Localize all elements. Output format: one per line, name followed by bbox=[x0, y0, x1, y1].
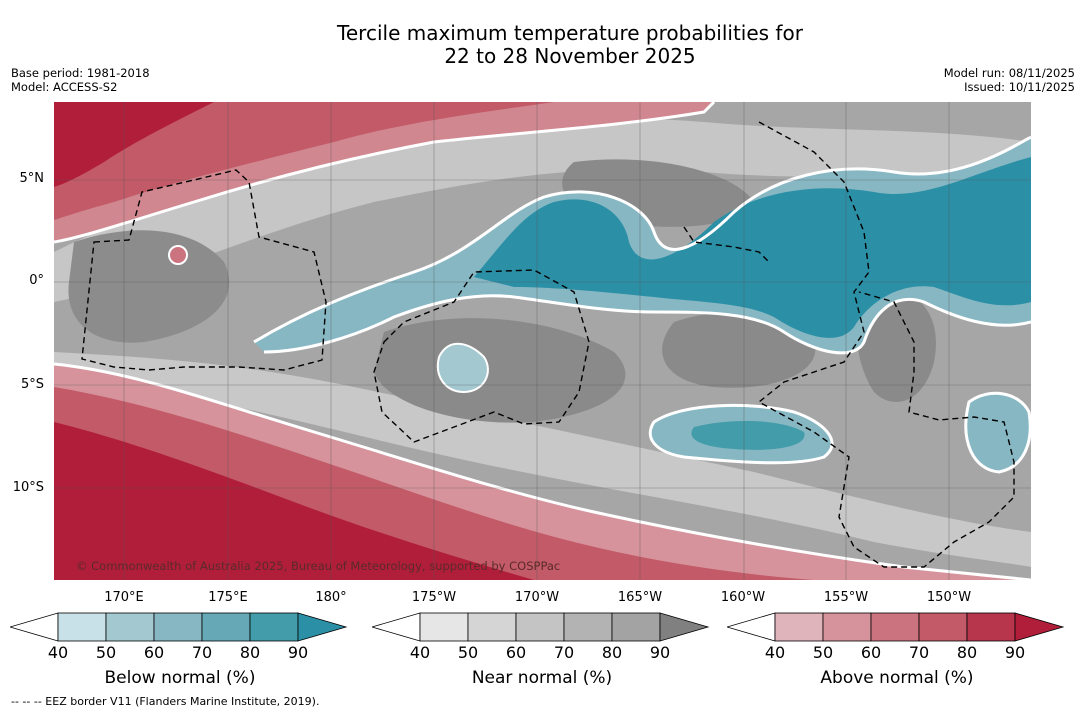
cbar-near-tick: 70 bbox=[553, 643, 575, 662]
cbar-below-tick: 60 bbox=[143, 643, 165, 662]
above-normal-region-south-edge bbox=[54, 362, 1031, 580]
below-normal-south-patch-core bbox=[691, 420, 805, 450]
cbar-above-seg-1 bbox=[774, 612, 824, 642]
map-svg bbox=[54, 102, 1031, 580]
base-period: Base period: 1981-2018 bbox=[11, 66, 150, 80]
title-line-2: 22 to 28 November 2025 bbox=[444, 44, 696, 68]
lat-label-10s: 10°S bbox=[12, 480, 44, 495]
cbar-above-seg-2 bbox=[822, 612, 872, 642]
colorbar-near-normal: 40 50 60 70 80 90 Near normal (%) bbox=[372, 612, 712, 702]
cbar-above-tick: 60 bbox=[860, 643, 882, 662]
near-normal-dark-patch-2 bbox=[374, 318, 626, 423]
copyright-notice: © Commonwealth of Australia 2025, Bureau… bbox=[76, 559, 561, 573]
cbar-below-seg-4 bbox=[201, 612, 251, 642]
below-normal-main-edge-south bbox=[263, 294, 1031, 355]
cbar-below-tick: 80 bbox=[239, 643, 261, 662]
title-line-1: Tercile maximum temperature probabilitie… bbox=[337, 21, 803, 45]
cbar-above-seg-0 bbox=[727, 612, 776, 642]
colorbar-above-svg bbox=[727, 612, 1065, 642]
cbar-near-seg-2 bbox=[467, 612, 517, 642]
map-gridlines bbox=[54, 102, 1031, 580]
cbar-above-title: Above normal (%) bbox=[820, 668, 974, 688]
probability-map bbox=[54, 102, 1031, 580]
near-normal-light-band-south bbox=[54, 352, 1031, 567]
above-normal-region-south-dark bbox=[54, 422, 534, 580]
lon-label-170w: 170°W bbox=[514, 590, 560, 605]
cbar-below-tick: 90 bbox=[287, 643, 309, 662]
cbar-above-tick: 80 bbox=[956, 643, 978, 662]
lon-label-150w: 150°W bbox=[926, 590, 972, 605]
cbar-near-tick: 60 bbox=[505, 643, 527, 662]
cbar-near-tick: 50 bbox=[457, 643, 479, 662]
cbar-above-seg-3 bbox=[870, 612, 920, 642]
cbar-below-title: Below normal (%) bbox=[104, 668, 256, 688]
cbar-near-seg-1 bbox=[419, 612, 469, 642]
lon-label-160w: 160°W bbox=[720, 590, 766, 605]
cbar-near-tick: 40 bbox=[409, 643, 431, 662]
above-normal-region-north-core bbox=[54, 102, 554, 220]
lon-label-180: 180° bbox=[315, 590, 347, 605]
cbar-near-seg-4 bbox=[563, 612, 613, 642]
cbar-below-ticks: 40 50 60 70 80 90 bbox=[10, 643, 350, 663]
cbar-near-seg-6 bbox=[659, 612, 710, 642]
chart-title: Tercile maximum temperature probabilitie… bbox=[0, 22, 1085, 68]
lon-label-165w: 165°W bbox=[617, 590, 663, 605]
model-name: Model: ACCESS-S2 bbox=[11, 80, 118, 94]
colorbar-below-normal: 40 50 60 70 80 90 Below normal (%) bbox=[10, 612, 350, 702]
lat-label-0: 0° bbox=[29, 273, 44, 288]
colorbar-near-svg bbox=[372, 612, 710, 642]
cbar-below-seg-0 bbox=[10, 612, 59, 642]
lon-label-175w: 175°W bbox=[411, 590, 457, 605]
colorbar-below-svg bbox=[10, 612, 348, 642]
above-normal-region-north-dark bbox=[54, 102, 214, 187]
cbar-near-ticks: 40 50 60 70 80 90 bbox=[372, 643, 712, 663]
cbar-below-seg-5 bbox=[249, 612, 299, 642]
cbar-above-seg-5 bbox=[966, 612, 1016, 642]
cbar-below-tick: 50 bbox=[95, 643, 117, 662]
cbar-above-seg-6 bbox=[1014, 612, 1065, 642]
cbar-near-seg-5 bbox=[611, 612, 661, 642]
model-run: Model run: 08/11/2025 bbox=[943, 66, 1075, 80]
lon-label-155w: 155°W bbox=[823, 590, 869, 605]
cbar-above-ticks: 40 50 60 70 80 90 bbox=[727, 643, 1067, 663]
cbar-below-tick: 70 bbox=[191, 643, 213, 662]
below-normal-main-core bbox=[474, 157, 1031, 338]
lat-label-5n: 5°N bbox=[19, 171, 45, 186]
near-normal-dark-patch-1 bbox=[68, 230, 230, 343]
above-normal-small-patch bbox=[168, 245, 188, 265]
lon-label-170e: 170°E bbox=[104, 590, 144, 605]
cbar-near-tick: 80 bbox=[601, 643, 623, 662]
cbar-above-tick: 70 bbox=[908, 643, 930, 662]
cbar-above-tick: 50 bbox=[812, 643, 834, 662]
cbar-above-tick: 40 bbox=[764, 643, 786, 662]
below-normal-main-edge bbox=[253, 135, 1031, 344]
cbar-near-title: Near normal (%) bbox=[471, 668, 613, 688]
cbar-below-seg-1 bbox=[57, 612, 107, 642]
colorbar-above-normal: 40 50 60 70 80 90 Above normal (%) bbox=[727, 612, 1067, 702]
cbar-above-seg-4 bbox=[918, 612, 968, 642]
below-normal-small-patch bbox=[436, 342, 489, 394]
cbar-below-seg-3 bbox=[153, 612, 203, 642]
cbar-below-seg-2 bbox=[105, 612, 155, 642]
cbar-near-seg-3 bbox=[515, 612, 565, 642]
above-normal-region-north-edge bbox=[54, 102, 716, 244]
cbar-below-seg-6 bbox=[297, 612, 348, 642]
cbar-near-seg-0 bbox=[372, 612, 421, 642]
cbar-near-tick: 90 bbox=[649, 643, 671, 662]
below-normal-east-patch bbox=[964, 391, 1031, 474]
near-normal-dark-patch-3 bbox=[662, 311, 816, 388]
cbar-below-tick: 40 bbox=[47, 643, 69, 662]
lon-label-175e: 175°E bbox=[208, 590, 248, 605]
lat-label-5s: 5°S bbox=[20, 377, 44, 392]
eez-borders bbox=[81, 121, 1015, 568]
meta-right: Model run: 08/11/2025 Issued: 10/11/2025 bbox=[944, 66, 1075, 94]
issued-date: Issued: 10/11/2025 bbox=[964, 80, 1075, 94]
cbar-above-tick: 90 bbox=[1004, 643, 1026, 662]
eez-footnote: -- -- -- EEZ border V11 (Flanders Marine… bbox=[11, 695, 320, 708]
meta-left: Base period: 1981-2018 Model: ACCESS-S2 bbox=[11, 66, 150, 94]
